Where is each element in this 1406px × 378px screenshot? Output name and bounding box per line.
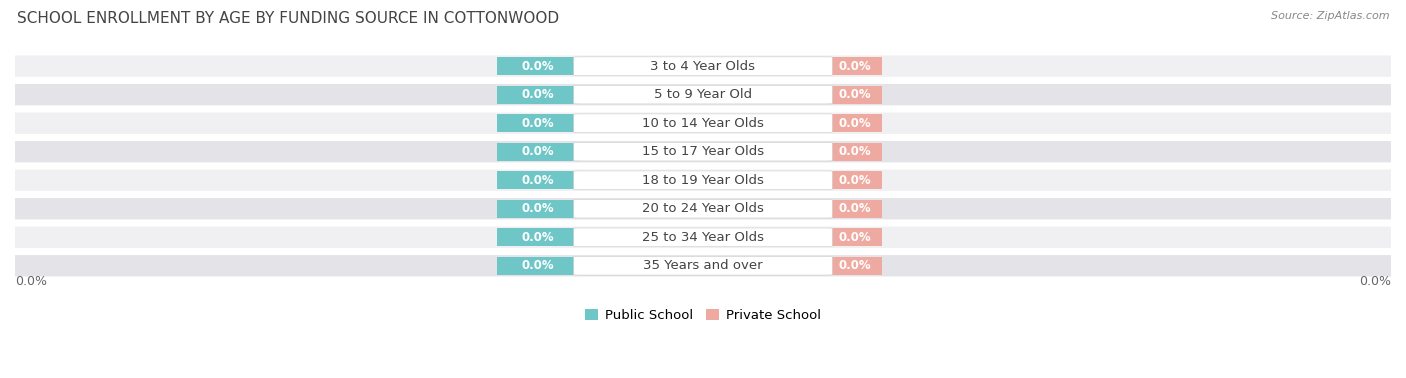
Text: 0.0%: 0.0% [1360, 275, 1391, 288]
Bar [827, 228, 882, 246]
FancyBboxPatch shape [4, 226, 1402, 248]
FancyBboxPatch shape [574, 228, 832, 246]
Text: 0.0%: 0.0% [838, 259, 870, 272]
Text: 20 to 24 Year Olds: 20 to 24 Year Olds [643, 202, 763, 215]
FancyBboxPatch shape [574, 171, 832, 189]
Bar [496, 143, 579, 161]
FancyBboxPatch shape [574, 200, 832, 218]
Text: 0.0%: 0.0% [522, 60, 554, 73]
FancyBboxPatch shape [4, 255, 1402, 276]
Bar [827, 257, 882, 275]
Bar [496, 200, 579, 218]
Bar [827, 143, 882, 161]
Text: 25 to 34 Year Olds: 25 to 34 Year Olds [643, 231, 763, 244]
Text: 3 to 4 Year Olds: 3 to 4 Year Olds [651, 60, 755, 73]
FancyBboxPatch shape [574, 57, 832, 75]
FancyBboxPatch shape [574, 143, 832, 161]
FancyBboxPatch shape [574, 257, 832, 275]
FancyBboxPatch shape [574, 85, 832, 104]
Text: 0.0%: 0.0% [522, 88, 554, 101]
Legend: Public School, Private School: Public School, Private School [579, 304, 827, 328]
Text: 0.0%: 0.0% [522, 259, 554, 272]
Bar [496, 57, 579, 75]
Bar [827, 200, 882, 218]
Text: 0.0%: 0.0% [838, 88, 870, 101]
Text: 0.0%: 0.0% [15, 275, 46, 288]
Bar [496, 114, 579, 132]
FancyBboxPatch shape [574, 114, 832, 132]
Text: 0.0%: 0.0% [838, 174, 870, 187]
Text: 18 to 19 Year Olds: 18 to 19 Year Olds [643, 174, 763, 187]
Bar [827, 57, 882, 75]
Text: 0.0%: 0.0% [522, 174, 554, 187]
FancyBboxPatch shape [4, 141, 1402, 163]
Bar [827, 85, 882, 104]
Bar [827, 171, 882, 189]
Text: 0.0%: 0.0% [522, 202, 554, 215]
Text: 0.0%: 0.0% [522, 117, 554, 130]
FancyBboxPatch shape [4, 56, 1402, 77]
Bar [496, 171, 579, 189]
Bar [496, 257, 579, 275]
Text: 0.0%: 0.0% [522, 145, 554, 158]
Bar [496, 85, 579, 104]
Text: 10 to 14 Year Olds: 10 to 14 Year Olds [643, 117, 763, 130]
Text: 15 to 17 Year Olds: 15 to 17 Year Olds [643, 145, 763, 158]
Text: 35 Years and over: 35 Years and over [643, 259, 763, 272]
Text: 0.0%: 0.0% [838, 117, 870, 130]
Text: 0.0%: 0.0% [838, 202, 870, 215]
Text: 0.0%: 0.0% [838, 60, 870, 73]
Text: 0.0%: 0.0% [522, 231, 554, 244]
Bar [827, 114, 882, 132]
FancyBboxPatch shape [4, 84, 1402, 105]
Text: 5 to 9 Year Old: 5 to 9 Year Old [654, 88, 752, 101]
Bar [496, 228, 579, 246]
Text: Source: ZipAtlas.com: Source: ZipAtlas.com [1271, 11, 1389, 21]
FancyBboxPatch shape [4, 198, 1402, 219]
Text: 0.0%: 0.0% [838, 145, 870, 158]
Text: 0.0%: 0.0% [838, 231, 870, 244]
Text: SCHOOL ENROLLMENT BY AGE BY FUNDING SOURCE IN COTTONWOOD: SCHOOL ENROLLMENT BY AGE BY FUNDING SOUR… [17, 11, 560, 26]
FancyBboxPatch shape [4, 113, 1402, 134]
FancyBboxPatch shape [4, 169, 1402, 191]
